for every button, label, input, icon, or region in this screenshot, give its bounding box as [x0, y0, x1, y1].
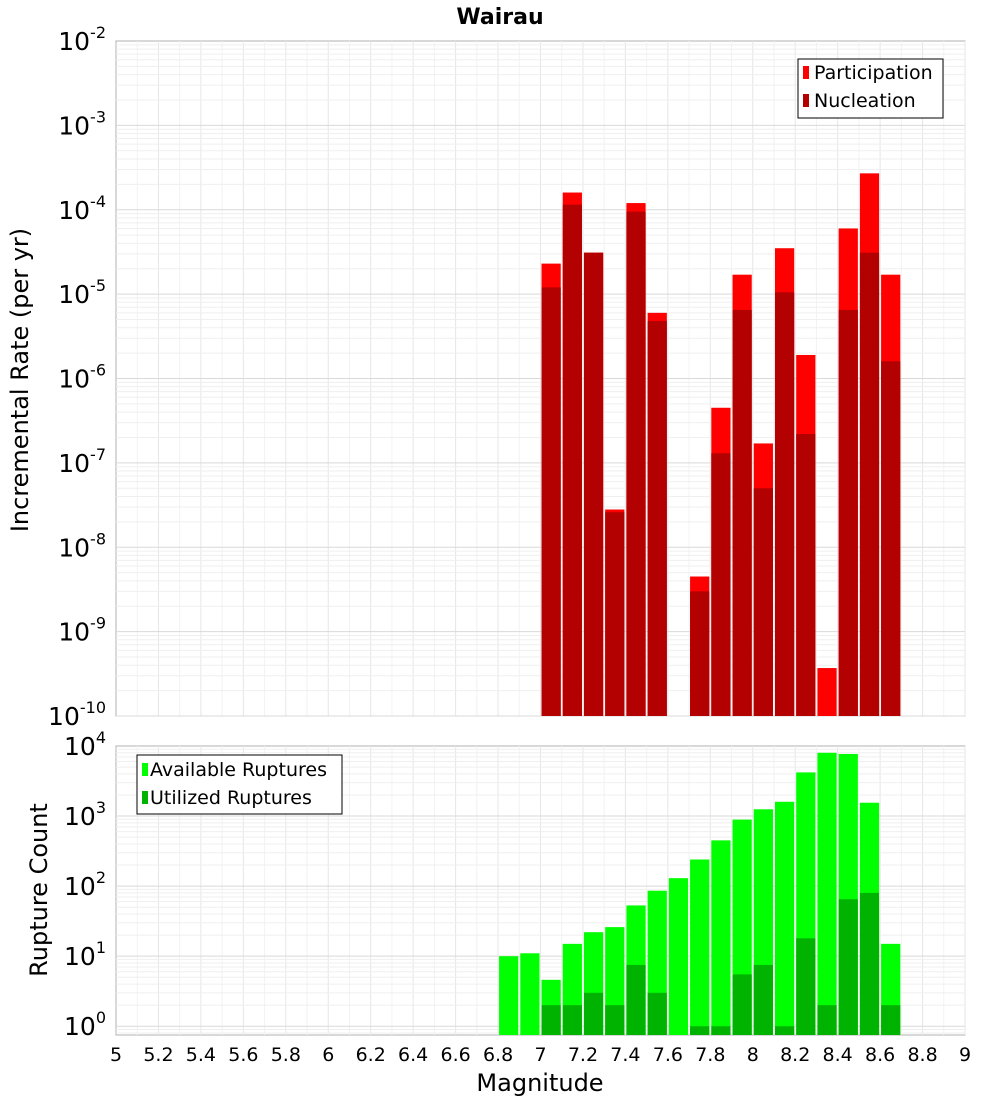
x-tick-label: 5.2 — [143, 1044, 173, 1066]
y-tick-label: 100 — [64, 1008, 106, 1041]
y-tick-label: 101 — [64, 938, 106, 971]
x-tick-label: 7.2 — [568, 1044, 598, 1066]
x-tick-labels: 5 5.2 5.4 5.6 5.8 6 6.2 6.4 6.6 6.8 7 7.2 7.4 7.6 7.8 8… — [110, 1044, 971, 1066]
nucleation-bar — [647, 321, 667, 716]
nucleation-bar — [859, 252, 880, 716]
utilized-ruptures-bar — [647, 992, 667, 1035]
x-tick-label: 7.4 — [610, 1044, 640, 1066]
y-tick-label: 10-5 — [58, 276, 106, 309]
bottom-bars — [499, 752, 901, 1035]
legend-label-available: Available Ruptures — [150, 759, 327, 781]
x-tick-label: 7.8 — [695, 1044, 725, 1066]
legend-swatch-available — [142, 763, 148, 776]
top-grid — [116, 41, 966, 717]
y-tick-label: 10-9 — [58, 614, 106, 647]
nucleation-bar — [562, 204, 582, 717]
utilized-ruptures-bar — [541, 1005, 561, 1035]
x-tick-label: 6.2 — [356, 1044, 386, 1066]
nucleation-bar — [690, 591, 710, 716]
x-tick-label: 6.6 — [440, 1044, 470, 1066]
bottom-legend-box — [136, 754, 343, 815]
utilized-ruptures-bar — [583, 992, 604, 1035]
utilized-ruptures-bar — [690, 1026, 710, 1035]
available-ruptures-bar — [668, 878, 689, 1035]
y-tick-label: 10-2 — [58, 23, 106, 56]
y-tick-label: 10-7 — [58, 445, 106, 478]
available-ruptures-bar — [711, 840, 731, 1035]
utilized-ruptures-bar — [774, 1026, 795, 1035]
top-legend-box — [797, 58, 944, 119]
y-tick-label: 104 — [64, 728, 106, 761]
bottom-legend: Available Ruptures Utilized Ruptures — [136, 754, 343, 815]
x-tick-label: 5 — [110, 1044, 122, 1066]
y-tick-label: 10-8 — [58, 529, 106, 562]
nucleation-bar — [605, 512, 625, 716]
x-tick-label: 5.4 — [186, 1044, 216, 1066]
nucleation-bar — [732, 309, 752, 716]
nucleation-bar — [626, 211, 646, 716]
legend-label-utilized: Utilized Ruptures — [150, 787, 312, 809]
x-tick-label: 5.8 — [271, 1044, 301, 1066]
x-tick-label: 6.8 — [483, 1044, 513, 1066]
available-ruptures-bar — [499, 956, 519, 1035]
x-axis-label: Magnitude — [476, 1069, 603, 1097]
x-tick-label: 6.4 — [398, 1044, 428, 1066]
available-ruptures-bar — [774, 801, 795, 1035]
nucleation-bar — [838, 309, 858, 716]
x-tick-label: 8 — [747, 1044, 759, 1066]
nucleation-bar — [583, 252, 604, 716]
x-tick-label: 6 — [322, 1044, 334, 1066]
top-bars — [541, 173, 901, 717]
top-legend: Participation Nucleation — [797, 58, 944, 119]
x-tick-label: 8.6 — [865, 1044, 895, 1066]
utilized-ruptures-bar — [605, 1005, 625, 1035]
utilized-ruptures-bar — [562, 1005, 582, 1035]
nucleation-bar — [796, 433, 816, 716]
x-tick-label: 7 — [534, 1044, 546, 1066]
utilized-ruptures-bar — [838, 899, 858, 1035]
legend-label-nucleation: Nucleation — [814, 90, 916, 112]
x-tick-label: 7.6 — [653, 1044, 683, 1066]
legend-label-participation: Participation — [814, 62, 933, 84]
nucleation-bar — [541, 287, 561, 716]
legend-swatch-participation — [803, 66, 809, 79]
nucleation-bar — [774, 292, 795, 716]
utilized-ruptures-bar — [881, 1005, 901, 1035]
top-y-tick-labels: 10-10 10-9 10-8 10-7 10-6 10-5 10-4 10-3 10-2 — [48, 23, 106, 731]
x-tick-label: 8.2 — [780, 1044, 810, 1066]
utilized-ruptures-bar — [859, 892, 880, 1035]
x-tick-label: 8.4 — [823, 1044, 853, 1066]
participation-bar — [817, 668, 837, 716]
nucleation-bar — [711, 453, 731, 716]
utilized-ruptures-bar — [817, 1005, 837, 1035]
available-ruptures-bar — [690, 859, 710, 1035]
y-tick-label: 102 — [64, 868, 106, 901]
legend-swatch-nucleation — [803, 94, 809, 107]
utilized-ruptures-bar — [753, 964, 773, 1035]
utilized-ruptures-bar — [626, 964, 646, 1035]
y-tick-label: 10-6 — [58, 361, 106, 394]
nucleation-bar — [881, 361, 901, 716]
y-tick-label: 10-4 — [58, 192, 106, 225]
y-tick-label: 10-3 — [58, 107, 106, 140]
utilized-ruptures-bar — [732, 974, 752, 1035]
x-tick-label: 5.6 — [228, 1044, 258, 1066]
chart-title: Wairau — [456, 5, 543, 30]
y-tick-label: 103 — [64, 798, 106, 831]
bottom-y-tick-labels: 100 101 102 103 104 — [64, 728, 106, 1041]
x-tick-label: 8.8 — [907, 1044, 937, 1066]
bottom-y-axis-label: Rupture Count — [25, 803, 53, 977]
x-tick-label: 9 — [959, 1044, 971, 1066]
legend-swatch-utilized — [142, 791, 148, 804]
nucleation-bar — [753, 488, 773, 716]
top-y-axis-label: Incremental Rate (per yr) — [6, 228, 34, 532]
utilized-ruptures-bar — [711, 1026, 731, 1035]
available-ruptures-bar — [520, 953, 540, 1035]
utilized-ruptures-bar — [796, 938, 816, 1035]
y-tick-label: 10-10 — [48, 698, 106, 731]
available-ruptures-bar — [817, 752, 837, 1035]
